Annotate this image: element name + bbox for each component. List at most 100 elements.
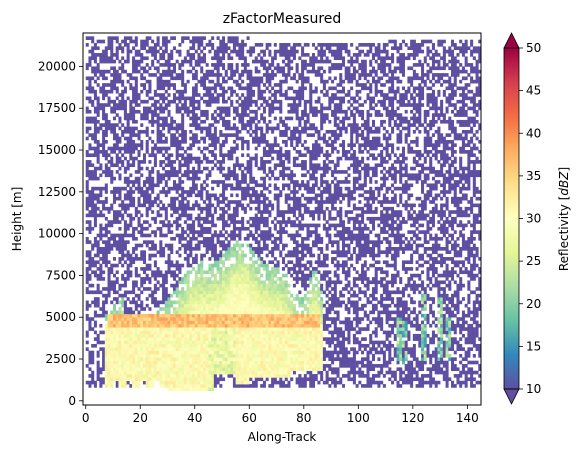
heatmap-cell: [249, 103, 253, 107]
heatmap-cell: [230, 287, 234, 291]
heatmap-cell: [271, 93, 275, 97]
heatmap-cell: [249, 310, 253, 315]
heatmap-cell: [265, 43, 269, 47]
heatmap-cell: [254, 377, 258, 382]
heatmap-cell: [123, 253, 127, 258]
heatmap-cell: [211, 273, 215, 278]
heatmap-cell: [211, 364, 215, 368]
heatmap-cell: [107, 36, 111, 40]
heatmap-cell: [189, 53, 193, 57]
heatmap-cell: [216, 46, 220, 51]
heatmap-cell: [197, 166, 201, 171]
heatmap-cell: [238, 384, 242, 388]
heatmap-cell: [153, 196, 157, 201]
heatmap-cell: [115, 323, 119, 328]
heatmap-cell: [186, 243, 190, 248]
heatmap-cell: [222, 66, 226, 71]
heatmap-cell: [254, 380, 258, 385]
heatmap-cell: [268, 340, 272, 345]
heatmap-cell: [262, 59, 266, 64]
heatmap-cell: [200, 333, 204, 338]
heatmap-cell: [279, 236, 283, 241]
heatmap-cell: [140, 113, 144, 117]
heatmap-cell: [178, 73, 182, 77]
heatmap-cell: [238, 333, 242, 338]
heatmap-cell: [96, 297, 100, 301]
heatmap-cell: [162, 123, 166, 127]
heatmap-cell: [279, 250, 283, 254]
heatmap-cell: [164, 364, 168, 368]
heatmap-cell: [273, 323, 277, 328]
heatmap-cell: [243, 86, 247, 91]
heatmap-cell: [213, 163, 217, 168]
heatmap-cell: [213, 136, 217, 141]
heatmap-cell: [219, 163, 223, 168]
heatmap-cell: [202, 186, 206, 191]
heatmap-cell: [112, 176, 117, 181]
heatmap-cell: [126, 223, 130, 228]
heatmap-cell: [241, 140, 245, 144]
heatmap-cell: [216, 320, 220, 325]
heatmap-cell: [115, 330, 119, 335]
heatmap-cell: [252, 176, 256, 181]
heatmap-cell: [104, 123, 108, 127]
heatmap-cell: [205, 220, 209, 224]
heatmap-cell: [175, 313, 179, 318]
heatmap-cell: [227, 170, 231, 174]
heatmap-cell: [254, 69, 258, 74]
heatmap-cell: [85, 160, 89, 164]
heatmap-cell: [271, 330, 275, 335]
heatmap-cell: [170, 374, 174, 378]
heatmap-cell: [252, 109, 256, 114]
heatmap-cell: [268, 384, 272, 388]
heatmap-cell: [178, 384, 182, 388]
heatmap-cell: [93, 59, 97, 64]
heatmap-cell: [145, 210, 149, 214]
heatmap-cell: [118, 46, 122, 51]
heatmap-cell: [172, 173, 176, 178]
heatmap-cell: [238, 166, 242, 171]
heatmap-cell: [194, 123, 198, 127]
heatmap-cell: [175, 330, 179, 335]
heatmap-cell: [88, 200, 92, 204]
heatmap-cell: [241, 333, 245, 338]
heatmap-cell: [93, 313, 97, 318]
heatmap-cell: [208, 293, 212, 298]
heatmap-cell: [232, 360, 236, 365]
heatmap-cell: [197, 216, 201, 221]
heatmap-cell: [104, 323, 108, 328]
heatmap-cell: [102, 287, 106, 291]
heatmap-cell: [200, 183, 204, 188]
heatmap-cell: [170, 230, 174, 234]
heatmap-cell: [208, 297, 212, 301]
heatmap-cell: [268, 73, 272, 77]
heatmap-cell: [232, 377, 236, 382]
heatmap-cell: [159, 323, 163, 328]
heatmap-cell: [192, 43, 196, 47]
heatmap-cell: [132, 133, 136, 137]
heatmap-cell: [99, 277, 103, 281]
heatmap-cell: [235, 337, 239, 341]
heatmap-cell: [192, 76, 196, 81]
heatmap-cell: [134, 146, 138, 151]
heatmap-cell: [208, 357, 212, 361]
heatmap-cell: [271, 374, 275, 378]
heatmap-cell: [222, 86, 226, 91]
heatmap-cell: [205, 337, 209, 341]
heatmap-cell: [200, 170, 204, 174]
heatmap-cell: [268, 143, 272, 147]
heatmap-cell: [205, 216, 209, 221]
heatmap-cell: [213, 347, 217, 351]
heatmap-cell: [189, 230, 193, 234]
heatmap-cell: [123, 170, 127, 174]
heatmap-cell: [186, 327, 190, 331]
heatmap-cell: [104, 190, 108, 194]
heatmap-cell: [273, 350, 277, 355]
heatmap-cell: [200, 49, 204, 54]
heatmap-cell: [211, 330, 215, 335]
heatmap-cell: [181, 196, 185, 201]
heatmap-cell: [104, 247, 108, 251]
heatmap-cell: [156, 59, 160, 64]
heatmap-cell: [205, 69, 209, 74]
heatmap-cell: [246, 73, 250, 77]
